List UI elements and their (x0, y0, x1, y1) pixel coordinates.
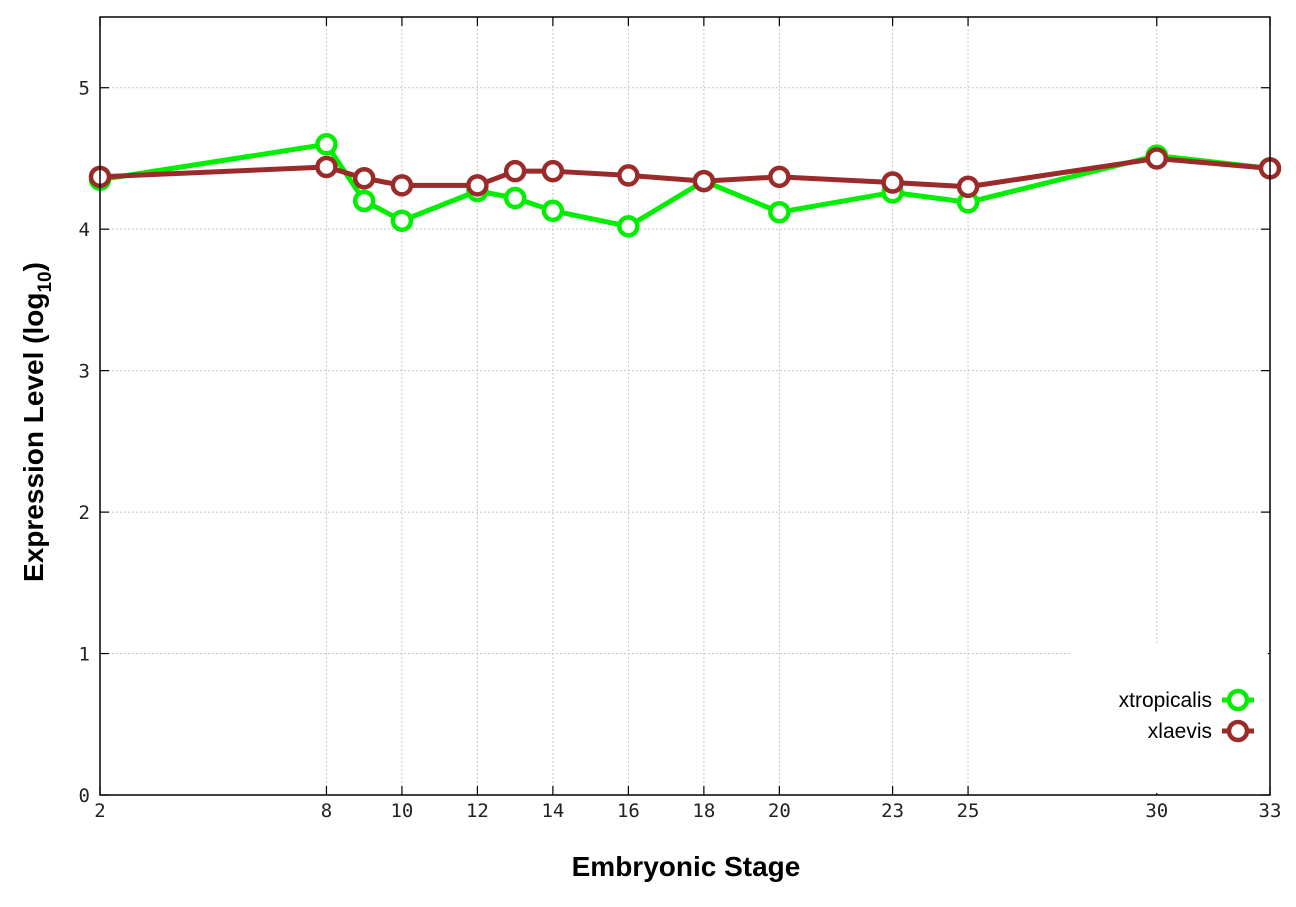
series-xtropicalis (88, 133, 1282, 238)
legend-marker-xlaevis (1226, 719, 1250, 743)
data-point-xtropicalis (503, 186, 527, 210)
data-point-xlaevis (352, 167, 376, 190)
tick-marks (99, 17, 1271, 796)
series-layer (88, 133, 1282, 238)
x-tick-label: 12 (466, 800, 489, 822)
x-axis-title: Embryonic Stage (572, 851, 801, 882)
x-tick-label: 25 (957, 800, 980, 822)
data-point-xlaevis (390, 174, 414, 197)
y-axis-title: Expression Level (log10) (18, 262, 56, 582)
legend-marker-xtropicalis (1226, 688, 1250, 712)
data-point-xlaevis (768, 165, 791, 189)
x-tick-label: 30 (1145, 800, 1168, 822)
data-point-xtropicalis (390, 209, 414, 232)
x-tick-label: 23 (881, 800, 904, 822)
grid-lines (100, 17, 1270, 795)
y-tick-label: 4 (79, 219, 90, 241)
data-point-xtropicalis (617, 215, 640, 238)
x-tick-label: 33 (1259, 800, 1282, 822)
series-line-xtropicalis (99, 141, 1271, 229)
data-point-xlaevis (541, 159, 565, 183)
legend-label-xlaevis: xlaevis (1148, 720, 1212, 743)
data-point-xtropicalis (768, 200, 791, 224)
x-tick-label: 20 (768, 800, 791, 822)
y-axis-title-main: Expression Level (log (18, 293, 49, 582)
data-point-xlaevis (1145, 147, 1169, 170)
legend-label-xtropicalis: xtropicalis (1119, 689, 1212, 712)
y-tick-label: 1 (79, 644, 90, 666)
x-tick-label: 10 (390, 800, 413, 822)
y-tick-label: 0 (79, 785, 90, 807)
data-point-xlaevis (692, 169, 716, 193)
data-point-xlaevis (881, 171, 904, 194)
data-point-xlaevis (503, 159, 527, 183)
y-axis-title-close: ) (18, 262, 49, 271)
y-tick-label: 3 (79, 361, 90, 383)
legend: xtropicalis xlaevis (1072, 645, 1268, 793)
x-tick-label: 8 (321, 800, 332, 822)
y-tick-label: 2 (79, 502, 90, 524)
legend-background (1072, 645, 1268, 793)
data-point-xlaevis (617, 164, 640, 187)
data-point-xlaevis (956, 175, 980, 198)
x-tick-label: 18 (692, 800, 715, 822)
y-axis-title-subscript: 10 (35, 271, 56, 292)
data-point-xtropicalis (315, 133, 338, 156)
data-point-xtropicalis (541, 199, 565, 223)
y-tick-label: 5 (79, 78, 90, 100)
series-xlaevis (88, 147, 1282, 198)
plot-frame (99, 16, 1271, 796)
x-tick-label: 16 (617, 800, 640, 822)
data-point-xtropicalis (352, 189, 376, 213)
x-tick-label: 2 (94, 800, 105, 822)
x-tick-label: 14 (541, 800, 564, 822)
data-point-xlaevis (315, 155, 338, 179)
data-point-xlaevis (466, 174, 489, 197)
